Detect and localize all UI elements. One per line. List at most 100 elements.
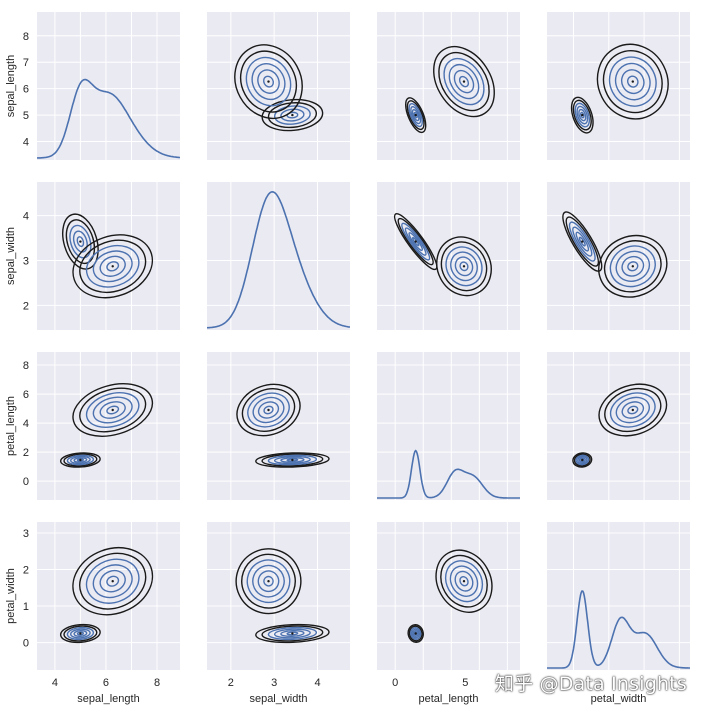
panel-sepal_length-vs-petal_width [547,12,690,160]
kde-contour [79,387,147,433]
panel-sepal_width-vs-petal_length [377,182,520,330]
y-tick-label: 8 [23,360,29,372]
kde-contour [568,221,596,262]
kde-contour [106,405,120,415]
panel-background [207,352,350,500]
kde-contour [401,222,431,261]
panel-sepal_length-vs-sepal_width [207,12,350,160]
kde-contour [235,548,302,615]
panel-background [37,352,180,500]
kde-peak-dot [291,632,294,635]
kde-contour [572,99,592,131]
panel-petal_length-vs-sepal_width [207,352,350,500]
kde-peak-dot [462,580,466,583]
y-tick-label: 4 [23,211,29,223]
kde-contour [459,576,469,587]
kde-contour [602,50,663,114]
kde-peak-dot [79,632,82,635]
kde-contour [572,226,593,257]
gridlines [207,352,350,500]
y-tick-label: 5 [23,110,29,122]
y-tick-label: 4 [23,418,29,430]
kde-peak-dot [631,265,634,268]
panel-background [377,12,520,160]
gridlines [37,522,180,670]
kde-contour [261,98,324,132]
kde-contour [63,625,98,642]
kde-contour [245,56,292,107]
kde-contour [444,560,484,603]
kde-contour [450,251,478,282]
x-tick-label: 3 [271,677,277,689]
kde-contour [440,554,488,608]
kde-curve-sepal_width [207,190,350,329]
kde-contour [596,43,669,120]
gridlines [37,182,180,330]
kde-contour [257,69,280,94]
x-tick-label: 5 [462,677,468,689]
kde-peak-dot [581,113,584,117]
kde-contour [621,401,645,419]
y-tick-label: 3 [23,528,29,540]
kde-contour [273,105,311,125]
kde-contour [615,250,651,282]
panel-petal_length-vs-sepal_length [37,352,180,500]
kde-contour [106,575,120,587]
kde-contour [65,219,96,265]
kde-contour [73,629,88,638]
kde-peak-dot [462,265,466,268]
kde-contour [580,111,585,119]
kde-contour [627,405,639,415]
kde-peak-dot [581,458,584,462]
panel-petal_width-vs-petal_length [377,522,520,670]
kde-contour [411,108,420,122]
kde-contour [92,396,133,424]
kde-peak-dot [414,113,417,117]
kde-contour [72,547,154,616]
kde-contour [252,396,285,424]
kde-contour [578,236,586,247]
kde-contour [85,392,140,428]
kde-contour [578,457,586,463]
y-tick-label: 4 [23,137,29,149]
panel-petal_length-vs-petal_length [377,352,520,500]
panel-sepal_length-vs-petal_length [377,12,520,160]
x-tick-label: 8 [154,677,160,689]
kde-contour [598,383,668,437]
kde-contour [562,211,603,272]
kde-contour [448,63,480,100]
y-axis-label-petal_width: petal_width [5,568,17,624]
kde-contour [407,624,424,643]
y-tick-label: 6 [23,389,29,401]
y-tick-label: 7 [23,57,29,69]
kde-contour [615,396,650,424]
kde-contour [62,213,99,270]
kde-contour [404,227,427,256]
kde-peak-dot [631,80,634,83]
kde-contour [410,627,422,640]
x-axis-label-sepal_length: sepal_length [77,693,139,705]
gridlines [207,182,350,330]
kde-contour [454,570,474,592]
panel-background [377,522,520,670]
kde-contour [397,217,434,266]
kde-contour [576,105,589,125]
kde-contour [257,570,280,593]
kde-contour [393,213,438,271]
kde-contour [603,240,662,293]
y-axis-label-sepal_width: sepal_width [5,227,17,285]
kde-contour [99,569,126,593]
panel-sepal_width-vs-sepal_width [207,182,350,330]
kde-contour [255,623,330,644]
kde-contour [411,628,421,639]
panel-background [37,12,180,160]
gridlines [207,12,350,160]
kde-peak-dot [111,580,114,583]
kde-contour [435,549,493,613]
kde-peak-dot [267,408,270,412]
kde-contour [72,383,154,437]
kde-contour [614,62,651,101]
panel-background [547,182,690,330]
kde-contour [59,452,101,468]
